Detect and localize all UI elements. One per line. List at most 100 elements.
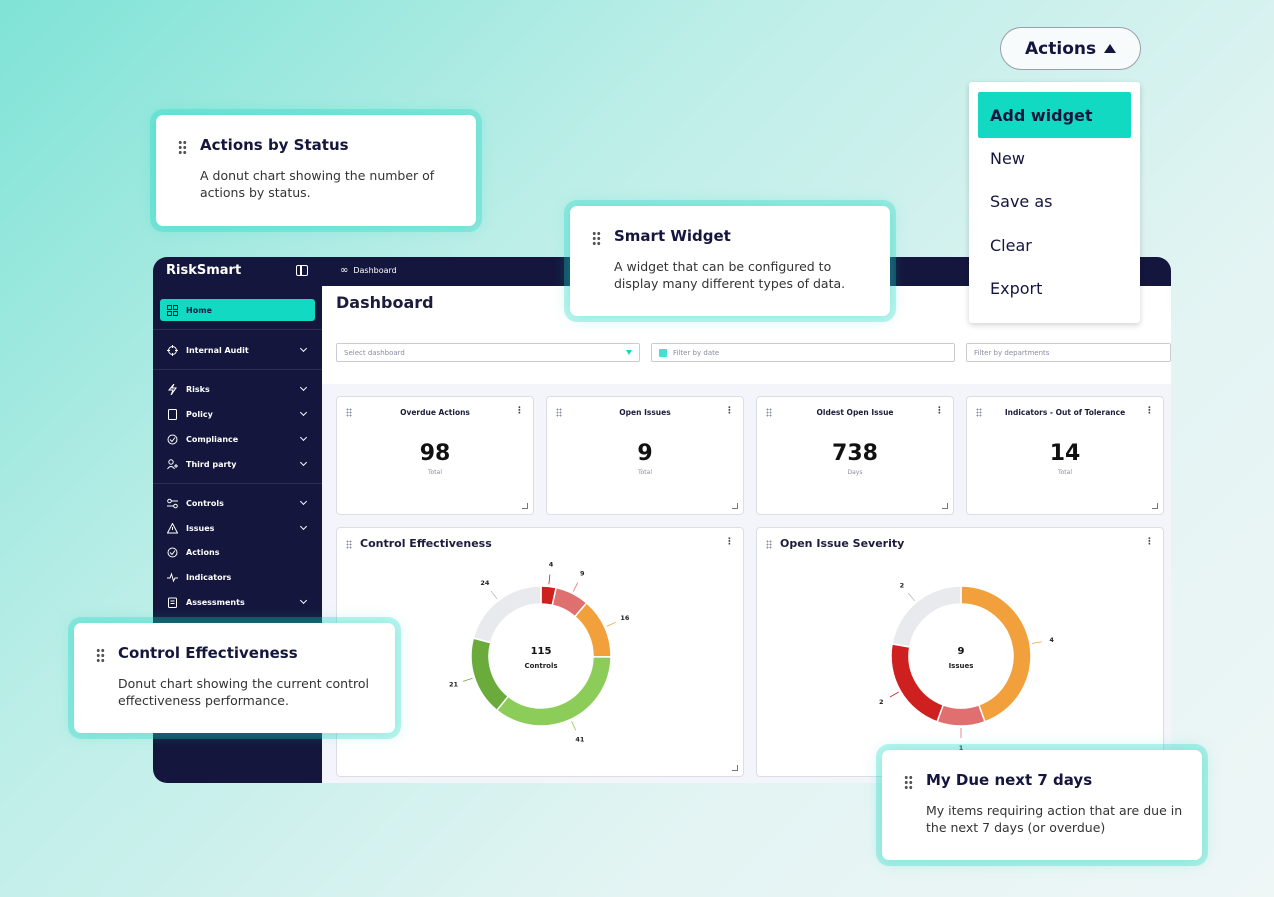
kpi-card-indicators-out-of-tolerance[interactable]: Indicators - Out of Tolerance ⋮ 14 Total <box>966 396 1164 515</box>
chevron-down-icon <box>299 344 308 353</box>
select-dashboard-dropdown[interactable]: Select dashboard <box>336 343 640 362</box>
divider <box>153 483 322 484</box>
target-icon <box>167 344 178 356</box>
drag-handle-icon <box>178 140 187 155</box>
kpi-sublabel: Total <box>1057 469 1072 476</box>
filter-by-date-input[interactable]: Filter by date <box>651 343 955 362</box>
kpi-sublabel: Days <box>847 469 863 476</box>
main-content: Dashboard Select dashboard Filter by dat… <box>322 286 1171 783</box>
widget-open-issue-severity[interactable]: Open Issue Severity ⋮ 4 1 2 2 9 Issues <box>756 527 1164 777</box>
sidebar-item-actions[interactable]: Actions <box>160 541 315 563</box>
chevron-down-icon <box>299 458 308 467</box>
caret-up-icon <box>1104 44 1116 53</box>
breadcrumb-label: Dashboard <box>353 266 397 275</box>
slice-leader-line <box>571 721 577 731</box>
drag-handle-icon[interactable] <box>346 540 352 549</box>
sidebar-item-controls[interactable]: Controls <box>160 492 315 514</box>
drag-handle-icon <box>592 231 601 246</box>
sidebar-item-home[interactable]: Home <box>160 299 315 321</box>
sidebar-item-indicators[interactable]: Indicators <box>160 566 315 588</box>
more-vertical-icon[interactable]: ⋮ <box>515 406 524 416</box>
donut-slice[interactable] <box>960 585 1032 723</box>
donut-slice[interactable] <box>936 703 986 727</box>
caret-down-icon <box>626 350 632 355</box>
sidebar-item-assessments[interactable]: Assessments <box>160 591 315 613</box>
donut-center-label: Issues <box>949 662 974 670</box>
filter-by-departments-input[interactable]: Filter by departments <box>966 343 1171 362</box>
grid-icon <box>167 304 178 316</box>
sidebar-item-compliance[interactable]: Compliance <box>160 428 315 450</box>
filter-departments-placeholder: Filter by departments <box>974 348 1050 357</box>
sidebar-item-third-party[interactable]: Third party <box>160 453 315 475</box>
resize-handle-icon[interactable] <box>942 503 948 509</box>
more-vertical-icon[interactable]: ⋮ <box>725 406 734 416</box>
widget-control-effectiveness[interactable]: Control Effectiveness ⋮ 4 9 16 41 21 24 115 Con… <box>336 527 744 777</box>
warning-icon <box>167 522 178 534</box>
sidebar-item-risks[interactable]: Risks <box>160 378 315 400</box>
kpi-card-open-issues[interactable]: Open Issues ⋮ 9 Total <box>546 396 744 515</box>
resize-handle-icon[interactable] <box>1152 503 1158 509</box>
donut-slice[interactable] <box>470 637 510 712</box>
kpi-title: Overdue Actions <box>400 408 470 417</box>
callout-description: A donut chart showing the number of acti… <box>200 168 435 200</box>
resize-handle-icon[interactable] <box>522 503 528 509</box>
slice-leader-line <box>572 582 579 592</box>
sidebar-collapse-icon[interactable] <box>296 265 308 276</box>
callout-title: My Due next 7 days <box>926 771 1093 789</box>
breadcrumb[interactable]: ∞ Dashboard <box>340 265 397 276</box>
drag-handle-icon[interactable] <box>766 540 772 549</box>
callout-actions-by-status: Actions by Status A donut chart showing … <box>156 115 476 226</box>
donut-slice[interactable] <box>573 601 612 658</box>
slice-leader-line <box>606 621 616 627</box>
more-vertical-icon[interactable]: ⋮ <box>935 406 944 416</box>
widget-title: Open Issue Severity <box>780 537 905 550</box>
drag-handle-icon[interactable] <box>346 408 352 417</box>
slice-value-label: 41 <box>575 735 585 743</box>
clipboard-icon <box>167 597 178 608</box>
divider <box>153 369 322 370</box>
link-icon: ∞ <box>340 265 349 276</box>
menu-item-new[interactable]: New <box>990 149 1025 168</box>
chevron-down-icon <box>299 433 308 442</box>
drag-handle-icon <box>904 775 913 790</box>
sidebar-item-label: Assessments <box>186 597 245 607</box>
donut-slice[interactable] <box>890 642 945 723</box>
donut-center-value: 9 <box>958 646 965 657</box>
donut-slice[interactable] <box>891 585 962 648</box>
sidebar-item-label: Risks <box>186 384 210 394</box>
menu-item-clear[interactable]: Clear <box>990 236 1032 255</box>
sidebar-item-label: Indicators <box>186 572 232 582</box>
app-window: RiskSmart Home Internal Audit Risks Poli… <box>153 257 1171 783</box>
more-vertical-icon[interactable]: ⋮ <box>725 537 734 547</box>
resize-handle-icon[interactable] <box>732 503 738 509</box>
drag-handle-icon[interactable] <box>976 408 982 417</box>
slice-leader-line <box>490 590 498 600</box>
sidebar-item-policy[interactable]: Policy <box>160 403 315 425</box>
slice-leader-line <box>548 574 551 585</box>
pulse-icon <box>167 571 178 583</box>
user-plus-icon <box>167 458 178 470</box>
drag-handle-icon[interactable] <box>766 408 772 417</box>
more-vertical-icon[interactable]: ⋮ <box>1145 406 1154 416</box>
drag-handle-icon[interactable] <box>556 408 562 417</box>
slice-value-label: 2 <box>900 582 905 590</box>
select-dashboard-placeholder: Select dashboard <box>344 348 405 357</box>
widget-title: Control Effectiveness <box>360 537 492 550</box>
resize-handle-icon[interactable] <box>732 765 738 771</box>
kpi-title: Indicators - Out of Tolerance <box>1004 408 1126 417</box>
divider <box>153 329 322 330</box>
slice-value-label: 24 <box>480 579 490 587</box>
sidebar-item-label: Internal Audit <box>186 345 249 355</box>
sidebar-item-internal-audit[interactable]: Internal Audit <box>160 339 315 361</box>
actions-button[interactable]: Actions <box>1000 27 1141 70</box>
menu-item-export[interactable]: Export <box>990 279 1043 298</box>
more-vertical-icon[interactable]: ⋮ <box>1145 537 1154 547</box>
sidebar-item-issues[interactable]: Issues <box>160 517 315 539</box>
slice-value-label: 21 <box>449 680 459 688</box>
menu-item-save-as[interactable]: Save as <box>990 192 1053 211</box>
brand-logo: RiskSmart <box>166 263 242 278</box>
donut-slice[interactable] <box>472 585 542 644</box>
kpi-card-oldest-open-issue[interactable]: Oldest Open Issue ⋮ 738 Days <box>756 396 954 515</box>
menu-item-add-widget[interactable]: Add widget <box>978 92 1131 138</box>
kpi-card-overdue-actions[interactable]: Overdue Actions ⋮ 98 Total <box>336 396 534 515</box>
